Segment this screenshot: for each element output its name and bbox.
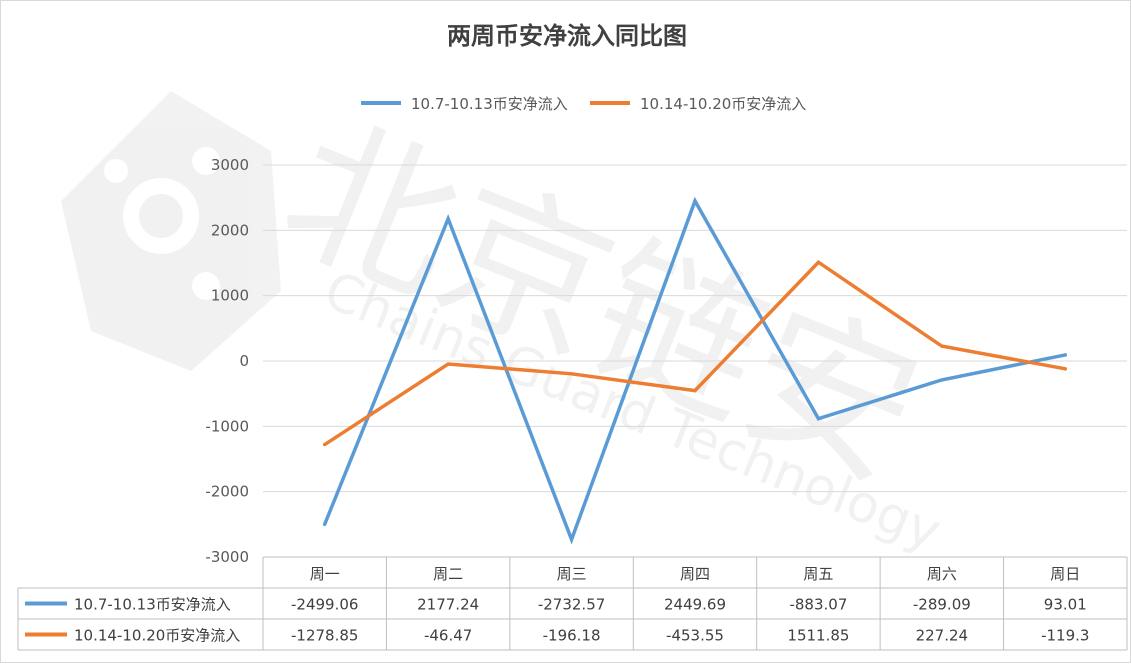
data-label: 2449.69 <box>664 596 726 614</box>
data-point <box>940 378 944 382</box>
legend: 10.7-10.13币安净流入 10.14-10.20币安净流入 <box>361 95 806 113</box>
data-point <box>569 372 574 376</box>
data-point <box>1063 353 1067 357</box>
x-tick-label: 周三 <box>557 565 587 583</box>
data-point <box>940 344 944 348</box>
y-tick-label: 3000 <box>211 156 249 174</box>
y-tick-label: -3000 <box>205 548 249 566</box>
data-point <box>569 537 574 542</box>
x-tick-label: 周二 <box>433 565 463 583</box>
data-label: -1278.85 <box>291 627 358 645</box>
data-label: 227.24 <box>916 627 969 645</box>
data-point <box>693 199 697 203</box>
data-point <box>446 362 450 366</box>
data-label: 93.01 <box>1044 596 1087 614</box>
data-label: -2732.57 <box>538 596 605 614</box>
table-row-label: 10.7-10.13币安净流入 <box>74 596 231 614</box>
data-label: -883.07 <box>789 596 847 614</box>
data-label: 2177.24 <box>417 596 479 614</box>
data-label: -289.09 <box>913 596 971 614</box>
x-tick-label: 周一 <box>310 565 340 583</box>
data-label: -196.18 <box>543 627 601 645</box>
chart-title: 两周币安净流入同比图 <box>447 21 687 50</box>
data-label: -2499.06 <box>291 596 358 614</box>
data-point <box>1063 367 1067 371</box>
y-tick-label: 1000 <box>211 287 249 305</box>
data-table: 周一 周二 周三 周四 周五 周六 周日 10.7-10.13币安净流入 -2499.06 217… <box>17 556 1128 651</box>
data-point <box>446 217 450 221</box>
table-row-label: 10.14-10.20币安净流入 <box>74 627 240 645</box>
series-lines <box>322 196 1068 545</box>
data-point <box>816 260 821 264</box>
data-label: -119.3 <box>1041 627 1089 645</box>
data-point <box>816 417 821 421</box>
legend-label: 10.14-10.20币安净流入 <box>640 95 806 113</box>
x-tick-label: 周六 <box>927 565 957 583</box>
data-point <box>323 522 327 526</box>
data-label: -46.47 <box>424 627 472 645</box>
y-axis: 3000 2000 1000 0 -1000 -2000 -3000 <box>205 156 249 566</box>
y-tick-label: 0 <box>239 352 249 370</box>
watermark-logo-icon <box>61 91 281 371</box>
data-point <box>693 389 697 393</box>
data-label: 1511.85 <box>787 627 849 645</box>
x-tick-label: 周日 <box>1050 565 1080 583</box>
x-tick-label: 周四 <box>680 565 710 583</box>
legend-label: 10.7-10.13币安净流入 <box>411 95 568 113</box>
y-tick-label: 2000 <box>211 221 249 239</box>
y-tick-label: -2000 <box>205 483 249 501</box>
y-tick-label: -1000 <box>205 417 249 435</box>
data-label: -453.55 <box>666 627 724 645</box>
data-point <box>323 442 327 447</box>
x-tick-label: 周五 <box>803 565 833 583</box>
